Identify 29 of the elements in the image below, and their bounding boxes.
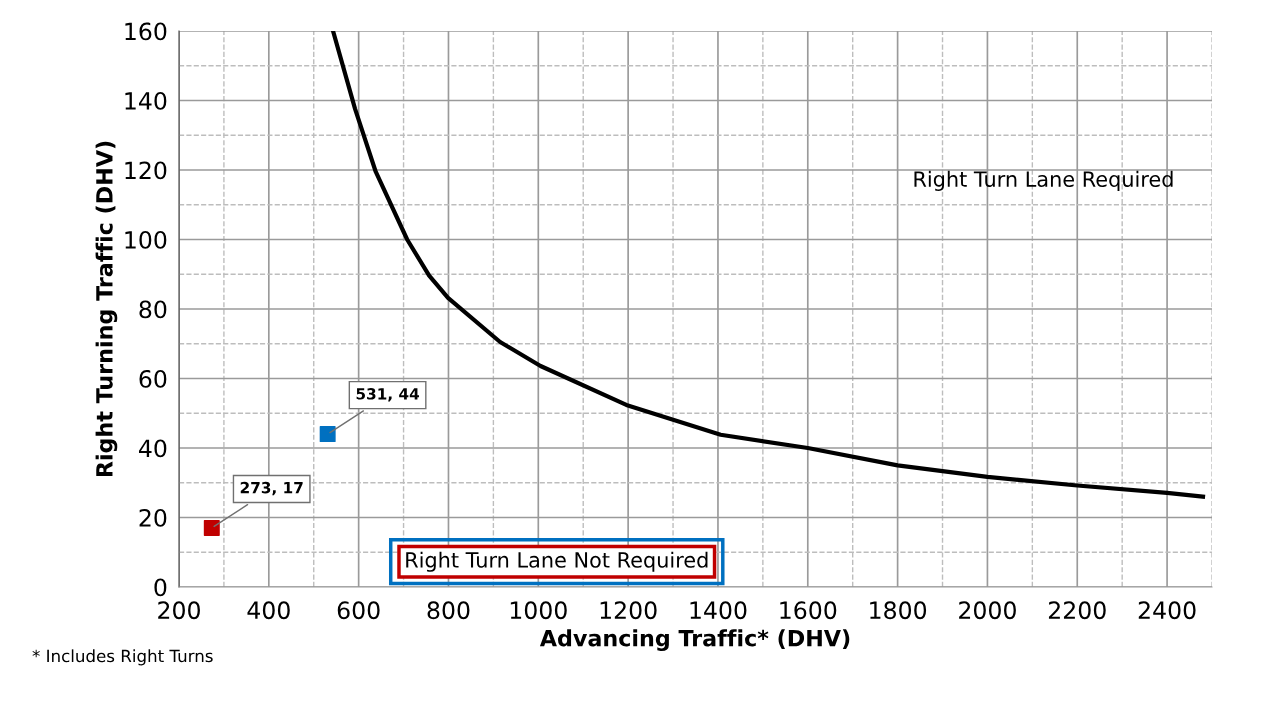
x-tick-label: 2200 (1048, 601, 1106, 620)
y-tick-label: 20 (139, 508, 167, 527)
y-tick-label: 100 (125, 230, 167, 249)
x-tick-label: 1000 (510, 601, 567, 620)
x-axis-title: Advancing Traffic* (DHV) (539, 629, 850, 651)
data-label: 531, 44 (356, 388, 420, 402)
y-tick-label: 80 (139, 300, 167, 319)
y-tick-label: 0 (154, 578, 167, 597)
x-tick-label: 1800 (870, 601, 927, 620)
text: * Includes Right Turns (32, 649, 213, 666)
x-tick-label: 2000 (959, 601, 1016, 620)
y-tick-label: 40 (139, 439, 167, 458)
x-tick-label: 800 (427, 601, 470, 620)
data-label: 273, 17 (240, 481, 303, 496)
x-tick-label: 600 (337, 601, 380, 620)
annotation: Right Turn Lane Required (914, 170, 1173, 192)
annotation: Right Turn Lane Not Required (406, 551, 708, 572)
y-tick-label: 140 (125, 91, 167, 110)
x-tick-label: 400 (247, 601, 290, 620)
x-tick-label: 200 (158, 601, 200, 620)
y-tick-label: 60 (139, 369, 167, 388)
x-tick-label: 1400 (690, 601, 747, 620)
y-axis-title: Right Turning Traffic (DHV) (95, 141, 118, 477)
x-tick-label: 1600 (780, 601, 837, 620)
x-tick-label: 2400 (1138, 601, 1196, 620)
y-tick-label: 160 (125, 22, 167, 41)
x-tick-label: 1200 (600, 601, 657, 620)
y-tick-label: 120 (125, 161, 167, 180)
line-series (330, 31, 1206, 499)
